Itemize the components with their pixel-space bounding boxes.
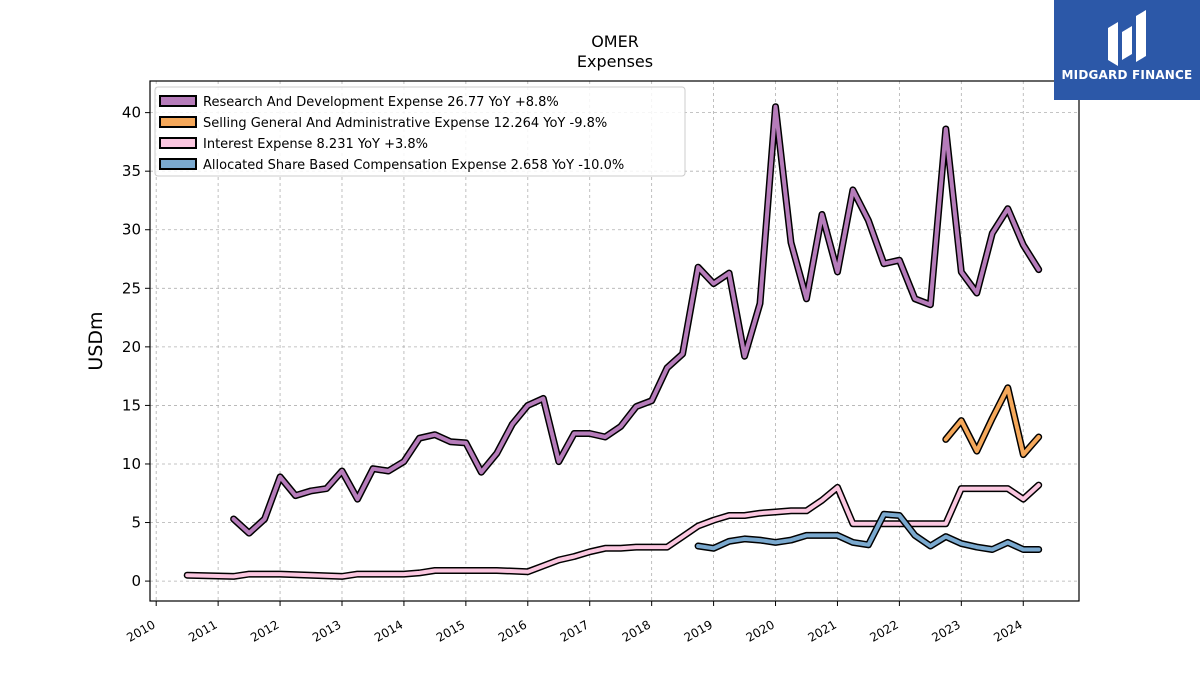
legend: Research And Development Expense 26.77 Y… [154, 86, 686, 177]
x-tick-label: 2016 [496, 617, 529, 644]
x-tick-label: 2010 [124, 617, 157, 644]
series-line [696, 512, 1041, 552]
legend-swatch [159, 95, 197, 107]
y-tick-label: 35 [122, 162, 141, 180]
x-tick-label: 2014 [372, 617, 405, 644]
x-tick-label: 2013 [310, 617, 343, 644]
y-tick-label: 10 [122, 455, 141, 473]
x-tick-label: 2017 [558, 617, 591, 644]
legend-entry: Research And Development Expense 26.77 Y… [159, 95, 559, 110]
legend-entry: Selling General And Administrative Expen… [159, 116, 607, 131]
series-0 [230, 103, 1043, 537]
series-line [231, 104, 1041, 536]
x-tick-label: 2018 [620, 617, 653, 644]
legend-entry: Interest Expense 8.231 YoY +3.8% [159, 137, 428, 152]
x-tick-label: 2022 [867, 617, 900, 644]
y-axis-label: USDm [85, 311, 107, 370]
chart-subtitle-text: Expenses [577, 52, 653, 71]
x-tick-label: 2019 [682, 617, 715, 644]
y-tick-label: 5 [131, 514, 141, 532]
x-tick-label: 2020 [744, 617, 777, 644]
chart-title: OMER Expenses [577, 32, 653, 71]
legend-entry: Allocated Share Based Compensation Expen… [159, 158, 624, 173]
y-tick-label: 40 [122, 104, 141, 122]
brand-logo: MIDGARD FINANCE [1054, 0, 1200, 100]
legend-label: Selling General And Administrative Expen… [203, 116, 607, 131]
y-tick-label: 15 [122, 396, 141, 414]
series-layer [183, 103, 1043, 580]
series-3 [694, 510, 1043, 553]
x-tick-label: 2015 [434, 617, 467, 644]
x-tick-label: 2021 [806, 617, 839, 644]
legend-swatch [159, 137, 197, 149]
y-tick-label: 0 [131, 572, 141, 590]
y-tick-label: 25 [122, 279, 141, 297]
legend-box [154, 86, 686, 177]
x-axis-ticks: 2010 2011 2012 2013 2014 2015 2016 2017 2018 2019… [124, 601, 1025, 645]
midgard-logo-icon [1108, 10, 1146, 66]
legend-label: Research And Development Expense 26.77 Y… [203, 95, 559, 110]
y-axis-ticks: 0 5 10 15 20 25 30 35 40 [122, 104, 150, 590]
x-tick-label: 2011 [186, 617, 219, 644]
x-tick-label: 2023 [929, 617, 962, 644]
legend-swatch [159, 158, 197, 170]
x-tick-label: 2012 [248, 617, 281, 644]
y-tick-label: 20 [122, 338, 141, 356]
y-tick-label: 30 [122, 221, 141, 239]
x-tick-label: 2024 [991, 617, 1024, 644]
brand-name: MIDGARD FINANCE [1061, 68, 1193, 82]
legend-label: Allocated Share Based Compensation Expen… [203, 158, 624, 173]
plot-frame [149, 80, 1080, 602]
chart-title-text: OMER [591, 32, 639, 51]
legend-swatch [159, 116, 197, 128]
legend-label: Interest Expense 8.231 YoY +3.8% [203, 137, 428, 152]
series-line [943, 385, 1041, 457]
series-1 [942, 384, 1043, 459]
